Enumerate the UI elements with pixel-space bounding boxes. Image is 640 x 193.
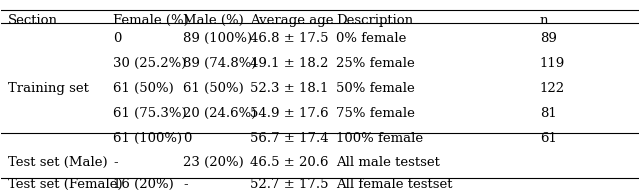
Text: 61 (100%): 61 (100%) bbox=[113, 132, 182, 145]
Text: 20 (24.6%): 20 (24.6%) bbox=[183, 107, 257, 120]
Text: Section: Section bbox=[8, 14, 58, 27]
Text: All female testset: All female testset bbox=[336, 178, 452, 191]
Text: 46.8 ± 17.5: 46.8 ± 17.5 bbox=[250, 32, 328, 45]
Text: -: - bbox=[183, 178, 188, 191]
Text: Average age: Average age bbox=[250, 14, 333, 27]
Text: 89 (100%): 89 (100%) bbox=[183, 32, 252, 45]
Text: -: - bbox=[113, 156, 118, 169]
Text: 52.7 ± 17.5: 52.7 ± 17.5 bbox=[250, 178, 328, 191]
Text: 75% female: 75% female bbox=[336, 107, 415, 120]
Text: Test set (Male): Test set (Male) bbox=[8, 156, 108, 169]
Text: 100% female: 100% female bbox=[336, 132, 423, 145]
Text: 61: 61 bbox=[540, 132, 557, 145]
Text: 0: 0 bbox=[113, 32, 121, 45]
Text: All male testset: All male testset bbox=[336, 156, 440, 169]
Text: 122: 122 bbox=[540, 82, 565, 95]
Text: 0% female: 0% female bbox=[336, 32, 406, 45]
Text: 54.9 ± 17.6: 54.9 ± 17.6 bbox=[250, 107, 328, 120]
Text: Male (%): Male (%) bbox=[183, 14, 244, 27]
Text: 30 (25.2%): 30 (25.2%) bbox=[113, 57, 186, 70]
Text: 89: 89 bbox=[540, 32, 557, 45]
Text: 16 (20%): 16 (20%) bbox=[113, 178, 173, 191]
Text: Female (%): Female (%) bbox=[113, 14, 189, 27]
Text: 0: 0 bbox=[183, 132, 191, 145]
Text: Training set: Training set bbox=[8, 82, 88, 95]
Text: 61 (50%): 61 (50%) bbox=[183, 82, 244, 95]
Text: 119: 119 bbox=[540, 57, 565, 70]
Text: 61 (50%): 61 (50%) bbox=[113, 82, 173, 95]
Text: Test set (Female): Test set (Female) bbox=[8, 178, 122, 191]
Text: 61 (75.3%): 61 (75.3%) bbox=[113, 107, 186, 120]
Text: 46.5 ± 20.6: 46.5 ± 20.6 bbox=[250, 156, 328, 169]
Text: Description: Description bbox=[336, 14, 413, 27]
Text: n: n bbox=[540, 14, 548, 27]
Text: 89 (74.8%): 89 (74.8%) bbox=[183, 57, 257, 70]
Text: 81: 81 bbox=[540, 107, 557, 120]
Text: 52.3 ± 18.1: 52.3 ± 18.1 bbox=[250, 82, 328, 95]
Text: 50% female: 50% female bbox=[336, 82, 415, 95]
Text: 25% female: 25% female bbox=[336, 57, 415, 70]
Text: 23 (20%): 23 (20%) bbox=[183, 156, 244, 169]
Text: 56.7 ± 17.4: 56.7 ± 17.4 bbox=[250, 132, 328, 145]
Text: 49.1 ± 18.2: 49.1 ± 18.2 bbox=[250, 57, 328, 70]
